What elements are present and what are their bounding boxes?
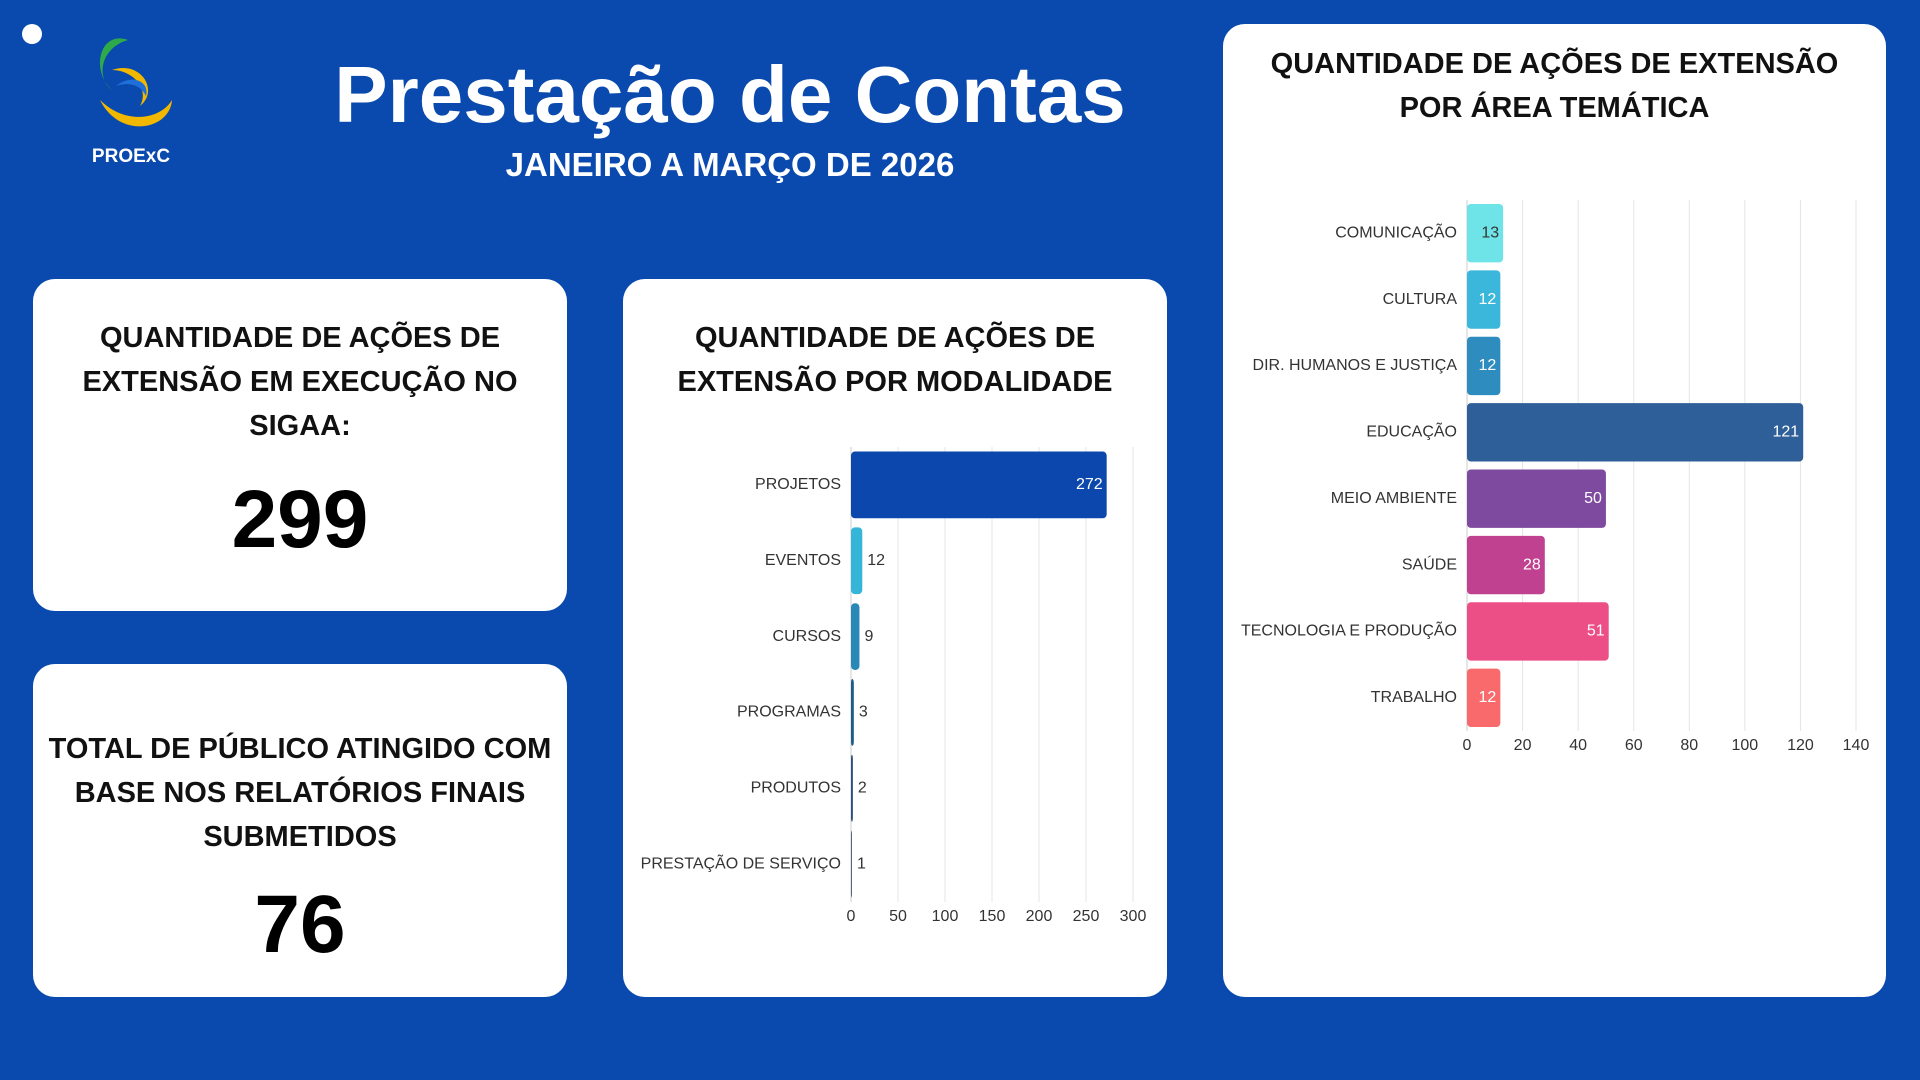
y-tick-label: PROGRAMAS	[737, 704, 841, 721]
kpi-card: TOTAL DE PÚBLICO ATINGIDO COM BASE NOS R…	[33, 664, 567, 997]
y-tick-label: CURSOS	[773, 628, 841, 645]
bar	[851, 527, 863, 595]
kpi-title: QUANTIDADE DE AÇÕES DE EXTENSÃO EM EXECU…	[82, 322, 518, 442]
bar	[1467, 203, 1504, 263]
chart-card: 0 50 100 150 200 250 300 PROJETOS 272 EVENTOS 12 CU…	[623, 279, 1167, 997]
bar	[1467, 535, 1545, 595]
y-tick-label: TRABALHO	[1371, 689, 1457, 706]
value-label: 12	[1479, 291, 1497, 308]
chart: 0 20 40 60 80 100 120 140 COMUNICAÇÃO 13 CULTURA 12…	[1241, 200, 1870, 754]
y-tick-label: CULTURA	[1383, 291, 1458, 308]
kpi-title: TOTAL DE PÚBLICO ATINGIDO COM BASE NOS R…	[48, 733, 552, 853]
value-label: 13	[1481, 224, 1499, 241]
bar	[1467, 602, 1609, 661]
value-label: 12	[1479, 689, 1497, 706]
x-tick-label: 20	[1514, 737, 1532, 754]
y-tick-label: MEIO AMBIENTE	[1331, 490, 1457, 507]
y-tick-label: EVENTOS	[765, 552, 841, 569]
y-tick-label: PROJETOS	[755, 476, 841, 493]
y-tick-label: PRESTAÇÃO DE SERVIÇO	[641, 852, 841, 872]
bar	[851, 830, 852, 898]
bar	[851, 679, 854, 746]
bar	[851, 603, 860, 670]
x-tick-label: 0	[847, 908, 856, 925]
x-tick-label: 150	[979, 908, 1006, 925]
value-label: 12	[867, 552, 885, 569]
bar	[1467, 336, 1501, 396]
x-tick-label: 40	[1569, 737, 1587, 754]
value-label: 50	[1584, 490, 1602, 507]
bar	[1467, 270, 1501, 329]
y-tick-label: TECNOLOGIA E PRODUÇÃO	[1241, 620, 1457, 640]
x-tick-label: 100	[932, 908, 959, 925]
page-title: Prestação de Contas	[334, 50, 1126, 139]
y-tick-label: PRODUTOS	[751, 779, 841, 796]
bar	[851, 754, 853, 822]
x-tick-label: 60	[1625, 737, 1643, 754]
kpi-value: 299	[231, 474, 369, 565]
logo-shape	[112, 68, 149, 106]
chart-title: QUANTIDADE DE AÇÕES DE EXTENSÃO POR ÁREA…	[1270, 48, 1839, 124]
value-label: 1	[857, 855, 866, 872]
value-label: 28	[1523, 556, 1541, 573]
bar	[1467, 403, 1804, 462]
value-label: 12	[1479, 357, 1497, 374]
y-tick-label: SAÚDE	[1402, 554, 1457, 573]
x-tick-label: 0	[1463, 737, 1472, 754]
value-label: 9	[864, 628, 873, 645]
x-tick-label: 140	[1843, 737, 1870, 754]
value-label: 51	[1587, 623, 1605, 640]
x-tick-label: 50	[889, 908, 907, 925]
value-label: 272	[1076, 476, 1103, 493]
value-label: 3	[859, 704, 868, 721]
logo-shape	[116, 79, 147, 96]
value-label: 121	[1773, 424, 1800, 441]
bar	[851, 451, 1107, 519]
y-tick-label: DIR. HUMANOS E JUSTIÇA	[1253, 357, 1458, 374]
logo-text: PROExC	[92, 146, 170, 167]
x-tick-label: 120	[1787, 737, 1814, 754]
logo-shape	[100, 38, 128, 90]
x-tick-label: 250	[1073, 908, 1100, 925]
x-tick-label: 80	[1680, 737, 1698, 754]
x-tick-label: 300	[1120, 908, 1147, 925]
y-tick-label: COMUNICAÇÃO	[1335, 221, 1457, 241]
logo-shape	[100, 100, 172, 127]
chart-title: QUANTIDADE DE AÇÕES DE EXTENSÃO POR MODA…	[677, 322, 1113, 398]
kpi-value: 76	[254, 879, 346, 970]
logo: PROExC	[22, 24, 172, 167]
x-tick-label: 200	[1026, 908, 1053, 925]
x-tick-label: 100	[1732, 737, 1759, 754]
bar	[1467, 668, 1501, 728]
value-label: 2	[858, 779, 867, 796]
kpi-card: QUANTIDADE DE AÇÕES DE EXTENSÃO EM EXECU…	[33, 279, 567, 611]
dot	[22, 24, 42, 44]
page-subtitle: JANEIRO A MARÇO DE 2026	[505, 146, 955, 183]
y-tick-label: EDUCAÇÃO	[1366, 421, 1457, 441]
bar	[1467, 469, 1606, 528]
chart-card: 0 20 40 60 80 100 120 140 COMUNICAÇÃO 13 CULTURA 12…	[1223, 24, 1886, 997]
